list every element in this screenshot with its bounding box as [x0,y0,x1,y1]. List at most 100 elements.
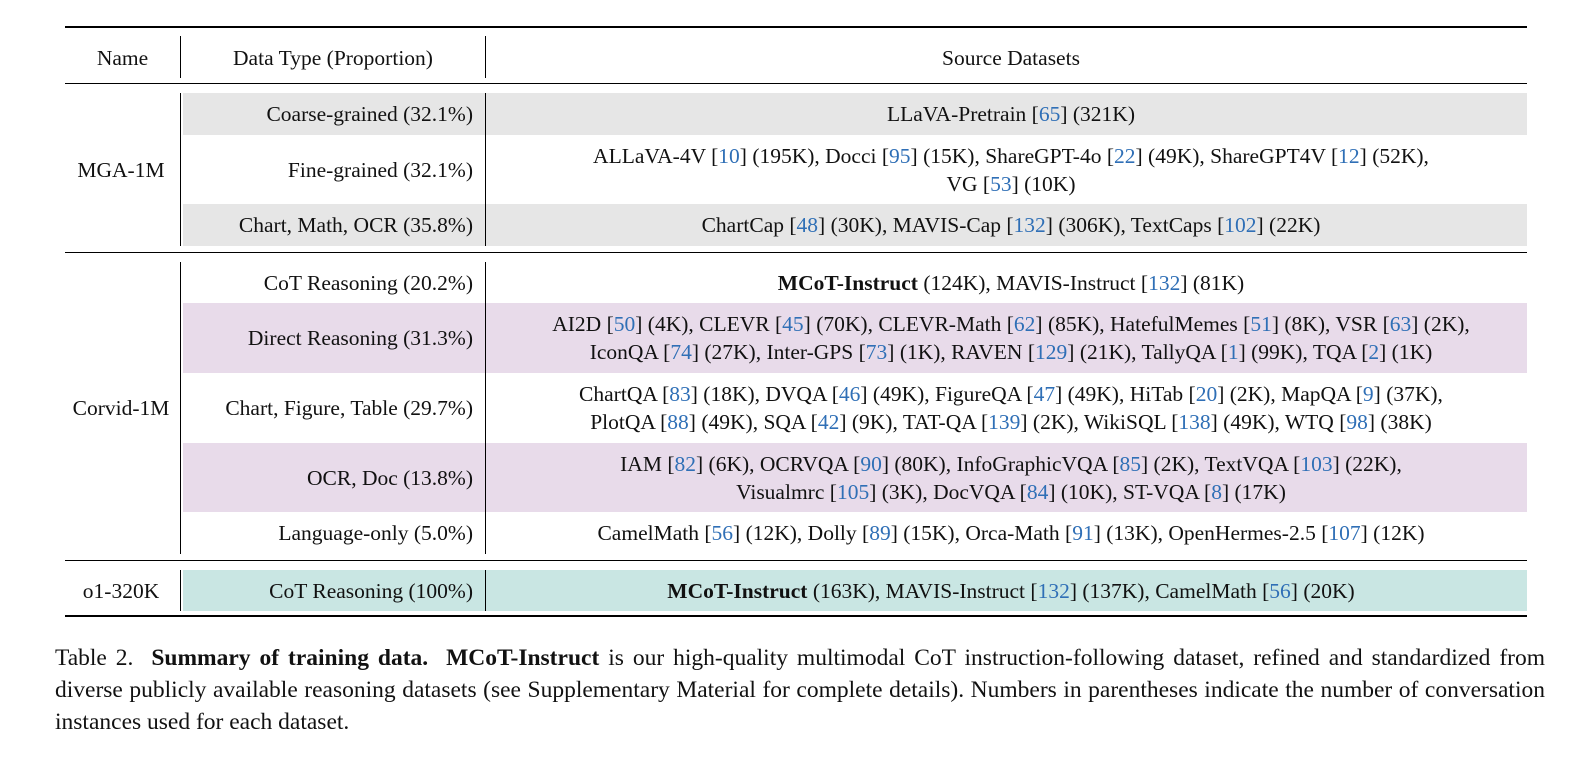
group-name: Corvid-1M [72,396,170,420]
group-separator-rule [65,252,1527,253]
data-type-cell: Chart, Figure, Table (29.7%) [225,396,473,420]
citation-link[interactable]: 2 [1368,340,1380,364]
citation-link[interactable]: 88 [667,410,689,434]
citation-link[interactable]: 138 [1178,410,1211,434]
group-divider-2 [485,262,486,554]
source-datasets-cell: MCoT-Instruct (124K), MAVIS-Instruct [13… [495,269,1527,297]
source-datasets-cell: CamelMath [56] (12K), Dolly [89] (15K), … [495,519,1527,547]
citation-link[interactable]: 42 [817,410,840,434]
caption-bold-term: MCoT-Instruct [446,645,600,671]
citation-link[interactable]: 47 [1033,382,1056,406]
source-line: MCoT-Instruct (124K), MAVIS-Instruct [13… [777,270,1245,295]
source-line: IAM [82] (6K), OCRVQA [90] (80K), InfoGr… [620,451,1402,476]
header-divider-1 [180,36,181,78]
citation-link[interactable]: 63 [1389,312,1412,336]
source-line: LLaVA-Pretrain [65] (321K) [886,102,1135,126]
citation-link[interactable]: 20 [1195,382,1218,406]
data-type-cell: OCR, Doc (13.8%) [306,465,473,490]
citation-link[interactable]: 48 [796,213,819,237]
citation-link[interactable]: 91 [1072,521,1094,545]
citation-link[interactable]: 46 [838,382,861,406]
citation-link[interactable]: 107 [1328,521,1361,545]
citation-link[interactable]: 132 [1013,213,1046,237]
citation-link[interactable]: 51 [1250,312,1272,336]
citation-link[interactable]: 45 [782,312,804,336]
table-caption: Table 2. Summary of training data. MCoT-… [55,642,1545,738]
citation-link[interactable]: 8 [1211,479,1222,504]
group-divider-2 [485,570,486,611]
source-line: IconQA [74] (27K), Inter-GPS [73] (1K), … [589,340,1433,364]
citation-link[interactable]: 50 [613,312,636,336]
citation-link[interactable]: 74 [670,340,692,364]
citation-link[interactable]: 56 [1269,578,1291,603]
source-line: PlotQA [88] (49K), SQA [42] (9K), TAT-QA… [590,410,1432,434]
citation-link[interactable]: 90 [860,451,882,476]
header-name: Name [96,46,149,70]
data-type-cell: Language-only (5.0%) [278,521,473,545]
table-bottom-rule [65,615,1527,617]
row-band [183,303,1527,373]
caption-title: Summary of training data. [151,645,429,671]
source-datasets-cell: IAM [82] (6K), OCRVQA [90] (80K), InfoGr… [495,450,1527,506]
citation-link[interactable]: 95 [889,143,911,168]
row-band [183,204,1527,246]
group-name: o1-320K [82,578,160,603]
source-datasets-cell: ChartCap [48] (30K), MAVIS-Cap [132] (30… [495,211,1527,239]
group-divider-1 [180,93,181,246]
data-type-cell: CoT Reasoning (100%) [269,578,473,603]
header-source: Source Datasets [942,46,1080,70]
citation-link[interactable]: 9 [1362,382,1374,406]
citation-link[interactable]: 102 [1224,213,1257,237]
source-line: ChartCap [48] (30K), MAVIS-Cap [132] (30… [701,213,1321,237]
citation-link[interactable]: 132 [1037,578,1070,603]
citation-link[interactable]: 85 [1119,451,1141,476]
caption-text: is our high-quality multimodal CoT instr… [55,645,1545,735]
data-type-cell: Fine-grained (32.1%) [287,157,473,182]
source-datasets-cell: ChartQA [83] (18K), DVQA [46] (49K), Fig… [495,380,1527,436]
citation-link[interactable]: 53 [990,171,1012,196]
citation-link[interactable]: 84 [1026,479,1049,504]
source-line: MCoT-Instruct (163K), MAVIS-Instruct [13… [667,578,1355,603]
citation-link[interactable]: 56 [711,521,734,545]
citation-link[interactable]: 73 [865,340,888,364]
citation-link[interactable]: 1 [1227,340,1239,364]
header-divider-2 [485,36,486,78]
data-type-cell: Coarse-grained (32.1%) [266,102,473,126]
caption-label: Table 2. [55,645,134,671]
citation-link[interactable]: 98 [1346,410,1368,434]
table-top-rule [65,26,1527,28]
group-divider-1 [180,570,181,611]
source-line: Visualmrc [105] (3K), DocVQA [84] (10K),… [736,479,1286,504]
header-data-type: Data Type (Proportion) [233,46,433,70]
citation-link[interactable]: 10 [718,143,740,168]
source-line: ALLaVA-4V [10] (195K), Docci [95] (15K),… [593,143,1429,168]
data-type-cell: Direct Reasoning (31.3%) [247,326,473,350]
citation-link[interactable]: 89 [869,521,891,545]
citation-link[interactable]: 129 [1035,340,1068,364]
row-band [183,570,1527,611]
source-datasets-cell: ALLaVA-4V [10] (195K), Docci [95] (15K),… [495,142,1527,198]
header-bottom-rule [65,83,1527,84]
citation-link[interactable]: 82 [674,451,697,476]
citation-link[interactable]: 83 [669,382,691,406]
bold-dataset-name: MCoT-Instruct [777,270,918,295]
bold-dataset-name: MCoT-Instruct [667,578,808,603]
row-band [183,443,1527,512]
source-line: VG [53] (10K) [946,171,1076,196]
group-separator-rule [65,560,1527,561]
citation-link[interactable]: 132 [1148,270,1181,295]
source-line: CamelMath [56] (12K), Dolly [89] (15K), … [597,521,1425,545]
source-datasets-cell: AI2D [50] (4K), CLEVR [45] (70K), CLEVR-… [495,310,1527,366]
citation-link[interactable]: 65 [1038,102,1061,126]
citation-link[interactable]: 139 [988,410,1021,434]
citation-link[interactable]: 105 [836,479,870,504]
citation-link[interactable]: 22 [1114,143,1136,168]
source-datasets-cell: LLaVA-Pretrain [65] (321K) [495,100,1527,128]
group-divider-1 [180,262,181,554]
data-type-cell: CoT Reasoning (20.2%) [263,270,473,295]
citation-link[interactable]: 62 [1013,312,1036,336]
group-divider-2 [485,93,486,246]
citation-link[interactable]: 103 [1300,451,1333,476]
citation-link[interactable]: 12 [1338,143,1360,168]
source-line: AI2D [50] (4K), CLEVR [45] (70K), CLEVR-… [552,312,1470,336]
